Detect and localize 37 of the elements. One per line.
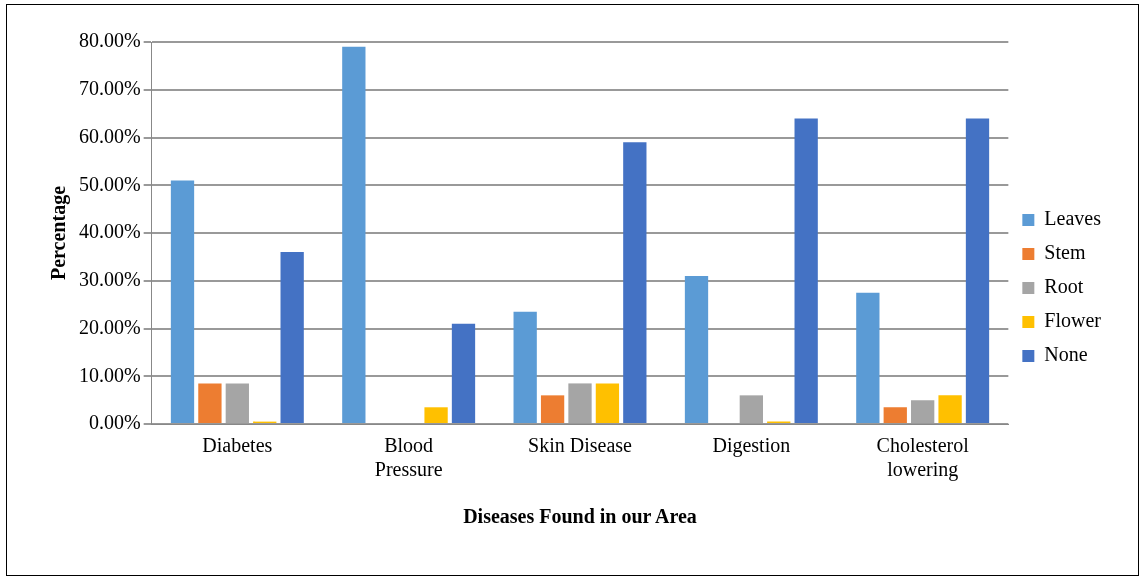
bar [623, 142, 647, 423]
legend-label: Leaves [1044, 207, 1102, 230]
legend-label: Root [1044, 275, 1084, 298]
y-tick-label: 30.00% [78, 268, 141, 290]
legend-label: Stem [1044, 241, 1086, 264]
bar [938, 395, 962, 423]
x-tick-label: Diabetes [202, 434, 273, 457]
bar [170, 180, 195, 423]
y-tick-label: 80.00% [78, 29, 141, 52]
bar [540, 395, 565, 423]
bar [965, 118, 990, 423]
bar [794, 118, 818, 423]
bar [883, 407, 907, 423]
bar [198, 383, 222, 423]
x-tick-label: Digestion [712, 434, 791, 458]
bar [424, 407, 448, 423]
y-tick-label: 40.00% [78, 220, 141, 243]
x-tick-label: Blood Pressure [374, 434, 443, 481]
bar [451, 323, 476, 423]
y-tick-label: 70.00% [78, 77, 141, 99]
y-axis-title: Percentage [47, 185, 71, 281]
y-tick-label: 20.00% [78, 315, 141, 338]
bar [513, 311, 537, 423]
bar [856, 292, 880, 423]
bar [595, 383, 620, 423]
bar [280, 252, 304, 423]
x-tick-label: Skin Disease [528, 434, 633, 457]
y-tick-label: 50.00% [78, 172, 141, 195]
bar [342, 46, 366, 423]
y-tick-label: 0.00% [88, 411, 141, 434]
y-tick-label: 10.00% [78, 363, 141, 386]
y-tick-label: 60.00% [78, 124, 141, 147]
x-tick-label: Cholesterol lowering [876, 434, 970, 482]
legend-label: Flower [1044, 309, 1102, 332]
x-axis-title: Diseases Found in our Area [463, 505, 697, 528]
legend-label: None [1044, 343, 1088, 366]
bar [684, 275, 709, 423]
